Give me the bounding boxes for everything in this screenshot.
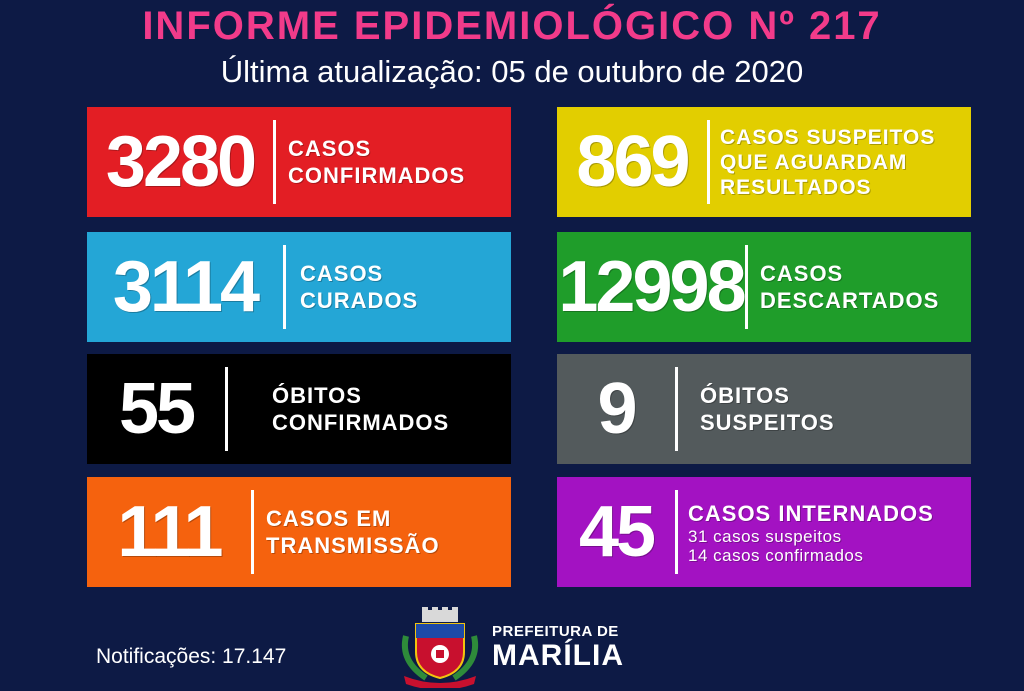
card-value: 3114 bbox=[112, 247, 260, 327]
card-value: 869 bbox=[576, 122, 690, 202]
card-divider bbox=[675, 367, 678, 451]
card-suspected-deaths: 9 ÓBITOS SUSPEITOS bbox=[557, 354, 971, 464]
logo-line1: PREFEITURA DE bbox=[492, 622, 619, 640]
logo-line2: MARÍLIA bbox=[492, 638, 624, 672]
card-value: 3280 bbox=[105, 122, 257, 202]
card-value: 9 bbox=[597, 369, 637, 449]
card-label-line: SUSPEITOS bbox=[700, 410, 835, 435]
last-update: Última atualização: 05 de outubro de 202… bbox=[220, 54, 804, 89]
card-transmission-cases: 111 CASOS EM TRANSMISSÃO bbox=[87, 477, 511, 587]
card-label-line: ÓBITOS bbox=[272, 383, 362, 408]
card-value: 55 bbox=[118, 369, 196, 449]
notifications-count: Notificações: 17.147 bbox=[96, 645, 287, 668]
card-label-line: CASOS bbox=[300, 261, 384, 286]
card-label-line: CONFIRMADOS bbox=[272, 410, 450, 435]
card-label-line: RESULTADOS bbox=[720, 175, 872, 199]
card-value: 111 bbox=[117, 492, 223, 572]
card-divider bbox=[273, 120, 276, 204]
card-label: CASOS EM TRANSMISSÃO bbox=[266, 505, 440, 559]
card-divider bbox=[745, 245, 748, 329]
card-confirmed-cases: 3280 CASOS CONFIRMADOS bbox=[87, 107, 511, 217]
card-divider bbox=[251, 490, 254, 574]
card-label-line: TRANSMISSÃO bbox=[266, 533, 440, 558]
card-label-line: CASOS INTERNADOS bbox=[688, 500, 934, 526]
card-sub-line: 14 casos confirmados bbox=[688, 545, 864, 565]
card-divider bbox=[225, 367, 228, 451]
card-value: 12998 bbox=[558, 247, 746, 327]
card-value: 45 bbox=[578, 492, 656, 572]
card-label-line: CASOS bbox=[288, 136, 372, 161]
prefeitura-logo: PREFEITURA DE MARÍLIA bbox=[396, 606, 636, 688]
card-confirmed-deaths: 55 ÓBITOS CONFIRMADOS bbox=[87, 354, 511, 464]
logo-text: PREFEITURA DE MARÍLIA bbox=[492, 623, 624, 672]
card-label-line: DESCARTADOS bbox=[760, 288, 940, 313]
card-label: ÓBITOS CONFIRMADOS bbox=[272, 382, 449, 436]
card-divider bbox=[707, 120, 710, 204]
card-label: CASOS CONFIRMADOS bbox=[288, 135, 465, 189]
page-title: INFORME EPIDEMIOLÓGICO Nº 217 bbox=[142, 4, 882, 48]
card-sub-line: 31 casos suspeitos bbox=[688, 526, 842, 546]
card-label: CASOS DESCARTADOS bbox=[760, 260, 939, 314]
card-label-line: CONFIRMADOS bbox=[288, 163, 466, 188]
card-divider bbox=[283, 245, 286, 329]
card-label-line: QUE AGUARDAM bbox=[720, 150, 908, 174]
card-label: CASOS INTERNADOS 31 casos suspeitos 14 c… bbox=[688, 500, 934, 565]
coat-of-arms-icon bbox=[402, 607, 478, 688]
card-label: CASOS SUSPEITOS QUE AGUARDAM RESULTADOS bbox=[720, 125, 935, 200]
card-label-line: CASOS bbox=[760, 261, 844, 286]
card-label-line: CURADOS bbox=[300, 288, 419, 313]
card-discarded-cases: 12998 CASOS DESCARTADOS bbox=[557, 232, 971, 342]
card-label-line: CASOS SUSPEITOS bbox=[720, 125, 936, 149]
card-label: ÓBITOS SUSPEITOS bbox=[700, 382, 835, 436]
card-label: CASOS CURADOS bbox=[300, 260, 418, 314]
card-cured-cases: 3114 CASOS CURADOS bbox=[87, 232, 511, 342]
card-divider bbox=[675, 490, 678, 574]
card-label-line: ÓBITOS bbox=[700, 383, 790, 408]
card-label-line: CASOS EM bbox=[266, 506, 392, 531]
card-suspected-awaiting: 869 CASOS SUSPEITOS QUE AGUARDAM RESULTA… bbox=[557, 107, 971, 217]
card-hospitalized-cases: 45 CASOS INTERNADOS 31 casos suspeitos 1… bbox=[557, 477, 971, 587]
